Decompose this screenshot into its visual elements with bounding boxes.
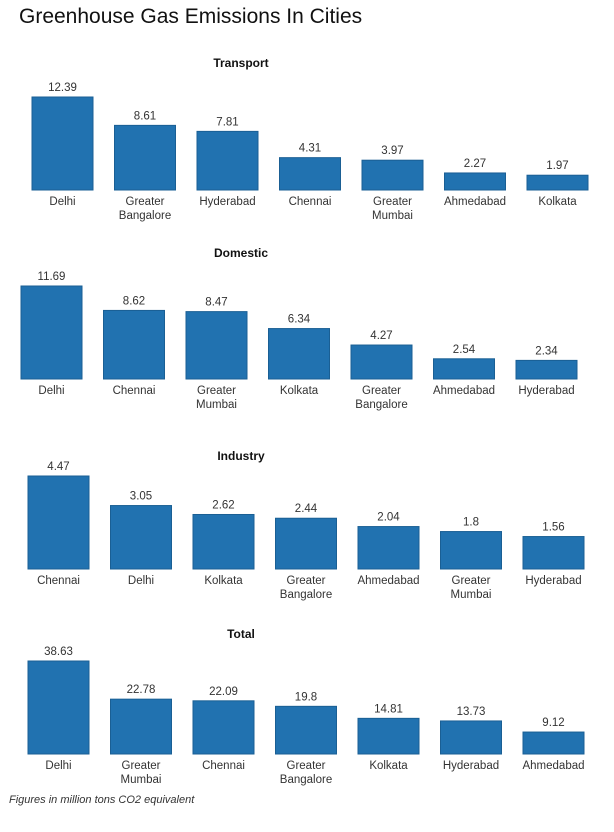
value-label: 11.69: [38, 271, 66, 283]
bar-greater-mumbai: [185, 311, 248, 380]
category-label: Kolkata: [538, 196, 577, 208]
chart-industry: Industry 4.47 Chennai 3.05 Delhi 2.62 Kolkata 2…: [27, 449, 585, 601]
bar-delhi: [27, 660, 90, 755]
value-label: 2.34: [535, 345, 558, 357]
value-label: 2.54: [453, 344, 476, 356]
value-label: 2.27: [464, 158, 486, 170]
bar-ahmedabad: [357, 526, 420, 570]
bar-chennai: [27, 475, 90, 570]
bar-greater-mumbai: [110, 698, 172, 755]
bar-delhi: [110, 505, 172, 570]
bar-ahmedabad: [433, 358, 495, 380]
bar-ahmedabad: [444, 172, 506, 191]
bar-greater-bangalore: [350, 344, 413, 380]
value-label: 4.31: [299, 143, 321, 155]
category-label: Greater Bangalore: [280, 575, 332, 601]
chart-domestic: Domestic 11.69 Delhi 8.62 Chennai 8.47 Greater…: [20, 246, 578, 411]
chart-title: Transport: [213, 56, 268, 70]
value-label: 14.81: [374, 703, 403, 715]
category-label: Delhi: [49, 196, 75, 208]
value-label: 1.56: [542, 522, 564, 534]
bar-chennai: [192, 700, 255, 755]
bar-greater-bangalore: [114, 124, 176, 191]
bar-greater-mumbai: [440, 531, 502, 570]
value-label: 8.61: [134, 110, 156, 122]
category-label: Ahmedabad: [444, 196, 506, 208]
bar-kolkata: [357, 717, 420, 755]
bar-greater-bangalore: [275, 517, 337, 570]
bar-kolkata: [526, 174, 589, 191]
value-label: 22.09: [209, 686, 238, 698]
value-label: 8.47: [205, 297, 227, 309]
category-label: Hyderabad: [518, 385, 574, 397]
value-label: 12.39: [48, 82, 77, 94]
value-label: 8.62: [123, 295, 145, 307]
category-label: Kolkata: [204, 575, 243, 587]
bar-kolkata: [192, 513, 255, 570]
chart-title: Industry: [217, 449, 265, 463]
category-label: Chennai: [37, 575, 80, 587]
bar-hyderabad: [196, 130, 259, 191]
category-label: Greater Mumbai: [196, 385, 237, 411]
bar-hyderabad: [522, 536, 585, 570]
bar-greater-mumbai: [361, 159, 424, 191]
value-label: 2.44: [295, 503, 318, 515]
category-label: Hyderabad: [443, 760, 499, 772]
value-label: 1.97: [546, 160, 568, 172]
category-label: Greater Bangalore: [280, 760, 332, 786]
chart-total: Total 38.63 Delhi 22.78 Greater Mumbai 22.09 Ch…: [27, 627, 585, 786]
category-label: Ahmedabad: [357, 575, 419, 587]
value-label: 6.34: [288, 314, 311, 326]
value-label: 7.81: [216, 116, 238, 128]
category-label: Greater Bangalore: [355, 385, 407, 411]
category-label: Greater Mumbai: [451, 575, 492, 601]
bar-kolkata: [268, 328, 330, 380]
chart-title: Total: [227, 627, 255, 641]
value-label: 22.78: [127, 684, 156, 696]
value-label: 1.8: [463, 517, 479, 529]
bar-chennai: [279, 157, 341, 191]
value-label: 2.04: [377, 512, 400, 524]
category-label: Chennai: [113, 385, 156, 397]
bar-delhi: [31, 96, 94, 191]
value-label: 2.62: [212, 499, 234, 511]
value-label: 4.27: [370, 330, 392, 342]
category-label: Kolkata: [369, 760, 408, 772]
category-label: Greater Mumbai: [121, 760, 162, 786]
category-label: Ahmedabad: [433, 385, 495, 397]
footnote: Figures in million tons CO2 equivalent: [9, 794, 195, 806]
value-label: 3.97: [381, 145, 403, 157]
value-label: 4.47: [47, 461, 69, 473]
category-label: Hyderabad: [199, 196, 255, 208]
value-label: 19.8: [295, 691, 317, 703]
value-label: 9.12: [542, 717, 564, 729]
category-label: Delhi: [38, 385, 64, 397]
value-label: 38.63: [44, 646, 73, 658]
category-label: Hyderabad: [525, 575, 581, 587]
chart-transport: Transport 12.39 Delhi 8.61 Greater Bangalore 7…: [31, 56, 589, 222]
bar-greater-bangalore: [275, 705, 337, 755]
bar-ahmedabad: [522, 731, 585, 755]
page-title: Greenhouse Gas Emissions In Cities: [19, 5, 363, 28]
category-label: Delhi: [45, 760, 71, 772]
bar-delhi: [20, 285, 83, 380]
chart-title: Domestic: [214, 246, 268, 260]
category-label: Kolkata: [280, 385, 319, 397]
value-label: 13.73: [457, 706, 486, 718]
bar-chennai: [103, 309, 165, 380]
category-label: Greater Bangalore: [119, 196, 171, 222]
category-label: Greater Mumbai: [372, 196, 413, 222]
bar-hyderabad: [440, 720, 502, 755]
category-label: Chennai: [202, 760, 245, 772]
category-label: Chennai: [289, 196, 332, 208]
category-label: Ahmedabad: [522, 760, 584, 772]
bar-hyderabad: [515, 359, 578, 380]
category-label: Delhi: [128, 575, 154, 587]
value-label: 3.05: [130, 491, 152, 503]
